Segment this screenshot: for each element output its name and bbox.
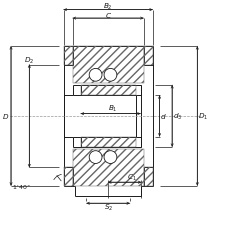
Text: $D_1$: $D_1$ — [197, 111, 207, 122]
Text: $d$: $d$ — [160, 112, 166, 121]
Circle shape — [104, 69, 116, 82]
Text: $S_2$: $S_2$ — [103, 202, 112, 212]
Bar — [143, 47, 152, 65]
Circle shape — [104, 151, 116, 164]
Text: $D$: $D$ — [2, 112, 9, 121]
Bar — [80, 86, 135, 96]
Bar — [72, 149, 143, 186]
Bar — [63, 168, 72, 186]
Text: $C_1$: $C_1$ — [126, 172, 136, 182]
Bar — [143, 168, 152, 186]
Text: $d_3$: $d_3$ — [172, 111, 181, 122]
Circle shape — [89, 69, 101, 82]
Text: $B_2$: $B_2$ — [103, 1, 112, 12]
Text: 1´40˝: 1´40˝ — [12, 185, 30, 189]
Text: $B_1$: $B_1$ — [107, 103, 117, 114]
Text: $D_2$: $D_2$ — [24, 55, 34, 65]
Circle shape — [89, 151, 101, 164]
Bar — [72, 47, 143, 83]
Bar — [80, 137, 135, 147]
Text: $C$: $C$ — [104, 11, 111, 20]
Bar — [63, 47, 72, 65]
